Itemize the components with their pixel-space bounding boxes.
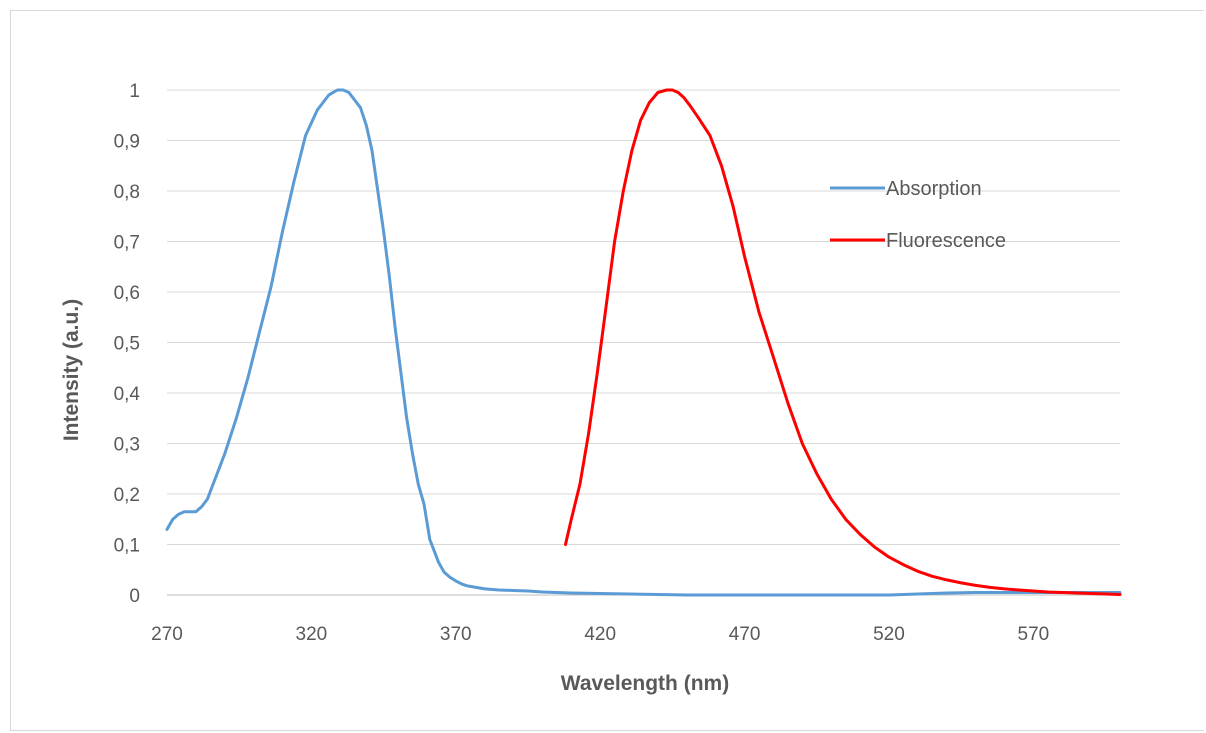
legend-label-absorption: Absorption [886, 178, 982, 200]
x-tick-label: 570 [1018, 624, 1050, 645]
y-tick-label: 0,1 [114, 536, 140, 557]
x-axis-title: Wavelength (nm) [561, 672, 729, 695]
x-axis-ticks: 270 320 370 420 470 520 570 [151, 624, 1049, 645]
x-tick-label: 470 [729, 624, 761, 645]
legend: Absorption Fluorescence [830, 178, 1006, 252]
y-tick-label: 0,5 [114, 334, 140, 355]
series-line-absorption [165, 88, 1122, 597]
y-tick-label: 1 [129, 81, 140, 102]
chart-area [10, 10, 1204, 731]
y-tick-label: 0,7 [114, 233, 140, 254]
y-tick-label: 0,2 [114, 485, 140, 506]
y-axis-title: Intensity (a.u.) [60, 299, 83, 441]
y-tick-label: 0,4 [114, 384, 141, 405]
legend-label-fluorescence: Fluorescence [886, 230, 1006, 252]
grid-lines [167, 89, 1120, 596]
x-tick-label: 270 [151, 624, 183, 645]
y-tick-label: 0,8 [114, 182, 140, 203]
y-tick-label: 0,3 [114, 435, 140, 456]
series-line-fluorescence [564, 88, 1122, 596]
y-tick-label: 0 [129, 586, 140, 607]
x-tick-label: 370 [440, 624, 472, 645]
x-tick-label: 420 [584, 624, 616, 645]
x-tick-label: 320 [296, 624, 328, 645]
x-tick-label: 520 [873, 624, 905, 645]
series-lines [165, 88, 1122, 597]
y-axis-ticks: 0 0,1 0,2 0,3 0,4 0,5 0,6 0,7 0,8 0,9 1 [114, 81, 141, 607]
y-tick-label: 0,6 [114, 283, 140, 304]
y-tick-label: 0,9 [114, 132, 140, 153]
